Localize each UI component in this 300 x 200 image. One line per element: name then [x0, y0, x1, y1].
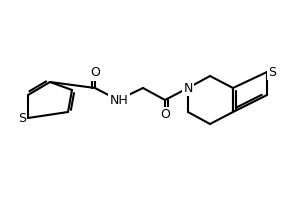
- Text: O: O: [90, 66, 100, 79]
- Text: S: S: [268, 66, 276, 78]
- Text: NH: NH: [110, 94, 128, 106]
- Text: O: O: [160, 108, 170, 121]
- Text: S: S: [18, 112, 26, 124]
- Text: N: N: [183, 82, 193, 95]
